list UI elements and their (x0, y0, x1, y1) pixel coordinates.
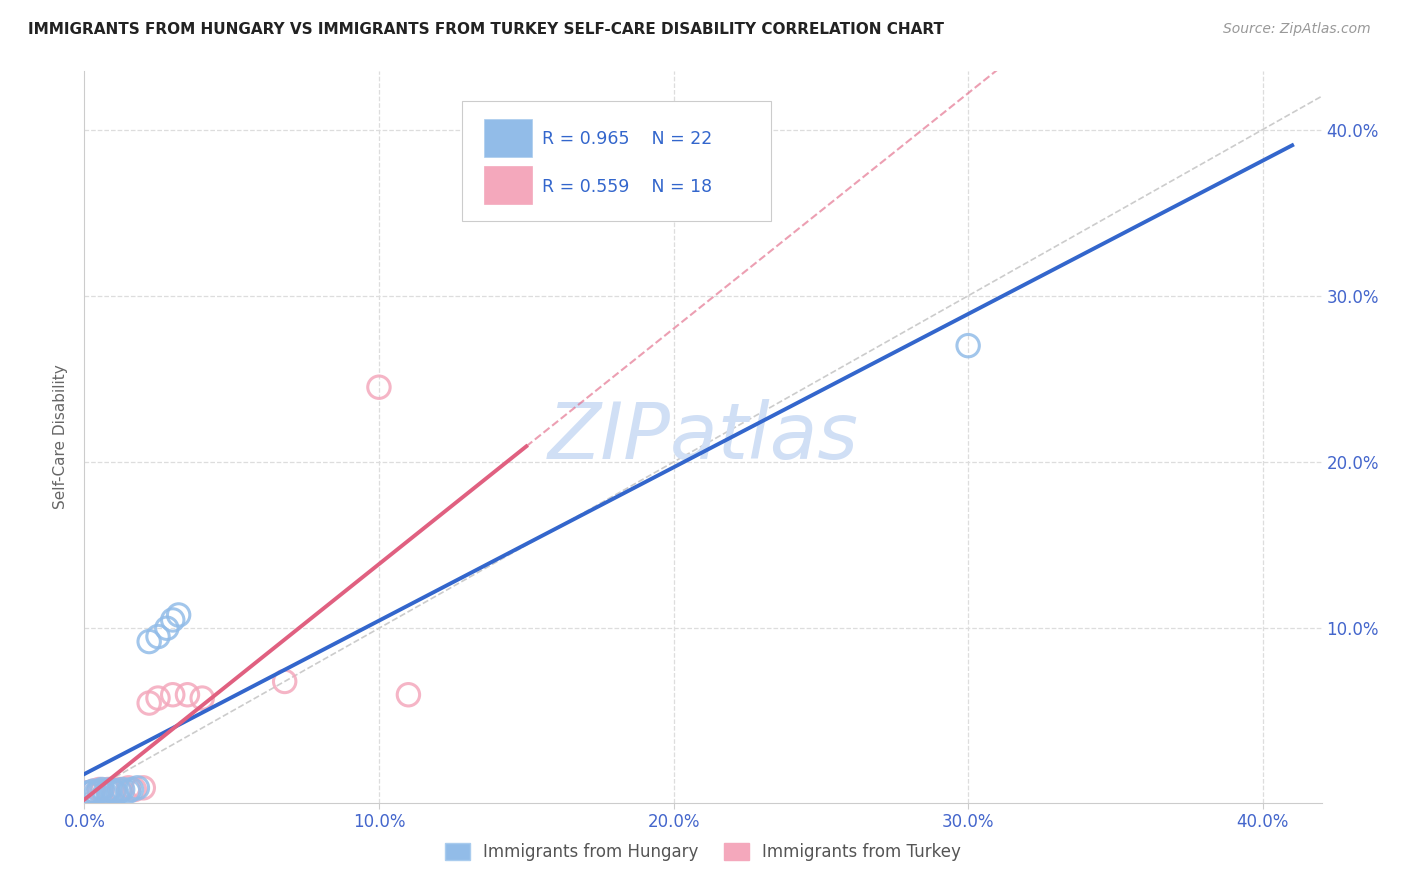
Point (76, 786, 98, 800)
Point (176, 688, 198, 702)
Point (117, 784, 139, 798)
Point (105, 786, 128, 800)
Point (121, 782, 143, 797)
Point (191, 691, 214, 706)
Point (100, 782, 122, 797)
Point (396, 688, 419, 702)
Point (87, 784, 110, 798)
Point (117, 780, 139, 795)
Point (146, 630, 169, 644)
Point (82, 784, 104, 798)
Point (84, 786, 107, 800)
Y-axis label: Self-Care Disability: Self-Care Disability (53, 365, 69, 509)
Point (97, 784, 120, 798)
Point (127, 780, 149, 795)
FancyBboxPatch shape (461, 101, 770, 221)
Point (167, 607, 190, 622)
Point (132, 780, 155, 795)
Point (108, 784, 131, 798)
Point (138, 634, 160, 648)
Text: Source: ZipAtlas.com: Source: ZipAtlas.com (1223, 22, 1371, 37)
Point (138, 696, 160, 710)
Point (162, 688, 184, 702)
Point (162, 613, 184, 627)
Point (87, 782, 110, 797)
FancyBboxPatch shape (484, 167, 533, 204)
Point (957, 338, 980, 352)
Text: R = 0.559    N = 18: R = 0.559 N = 18 (543, 178, 713, 196)
Point (76, 786, 98, 800)
Point (103, 784, 125, 798)
Point (156, 621, 179, 635)
Point (368, 380, 391, 394)
Point (124, 782, 146, 797)
Point (111, 782, 134, 797)
Point (146, 691, 169, 706)
Point (91, 784, 114, 798)
FancyBboxPatch shape (484, 119, 533, 157)
Point (94, 786, 117, 800)
Point (97, 782, 120, 797)
Point (273, 674, 295, 689)
Text: R = 0.965    N = 22: R = 0.965 N = 22 (543, 129, 713, 148)
Text: ZIPatlas: ZIPatlas (547, 399, 859, 475)
Point (108, 782, 131, 797)
Point (82, 784, 104, 798)
Point (91, 782, 114, 797)
Legend: Immigrants from Hungary, Immigrants from Turkey: Immigrants from Hungary, Immigrants from… (439, 836, 967, 868)
Point (103, 784, 125, 798)
Point (79, 786, 101, 800)
Text: IMMIGRANTS FROM HUNGARY VS IMMIGRANTS FROM TURKEY SELF-CARE DISABILITY CORRELATI: IMMIGRANTS FROM HUNGARY VS IMMIGRANTS FR… (28, 22, 943, 37)
